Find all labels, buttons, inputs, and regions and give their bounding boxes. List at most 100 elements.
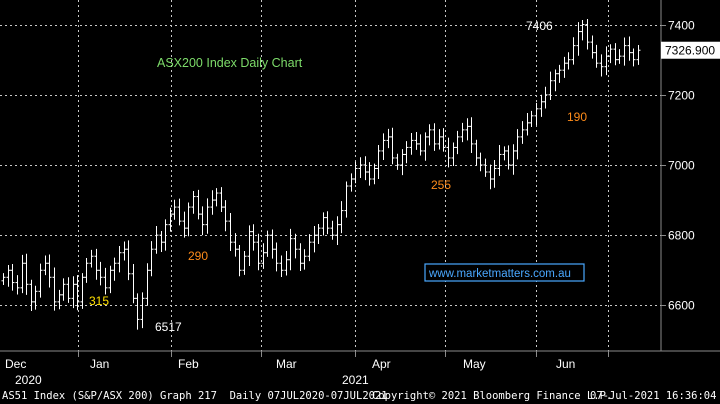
ohlc-bar	[469, 117, 474, 154]
ohlc-bar	[525, 113, 530, 136]
ohlc-bar	[432, 123, 437, 151]
ohlc-bar	[335, 216, 340, 245]
ohlc-bar	[1, 273, 6, 286]
ohlc-bar	[177, 198, 182, 226]
ohlc-bar	[441, 128, 446, 152]
ohlc-bar	[520, 121, 525, 144]
ohlc-bar	[590, 35, 595, 59]
ohlc-bar	[228, 213, 233, 251]
ohlc-bar	[261, 243, 266, 269]
ohlc-bars	[1, 18, 641, 330]
ohlc-bar	[631, 48, 636, 67]
chart-title: ASX200 Index Daily Chart	[157, 56, 303, 70]
ohlc-bar	[293, 233, 298, 259]
status-footer: AS51 Index (S&P/ASX 200) Graph 217 Daily…	[0, 388, 720, 404]
ohlc-bar	[576, 22, 581, 56]
ohlc-bar	[358, 157, 363, 178]
ohlc-bar	[381, 133, 386, 161]
ohlc-bar	[210, 190, 215, 215]
ohlc-bar	[627, 36, 632, 61]
ohlc-bar	[585, 18, 590, 50]
ohlc-bar	[20, 254, 25, 294]
ohlc-bar	[580, 20, 585, 41]
ohlc-bar	[135, 293, 140, 330]
ohlc-bar	[409, 133, 414, 155]
ohlc-bar	[307, 234, 312, 262]
annotation-low-6517: 6517	[155, 320, 182, 334]
x-year-label: 2020	[15, 373, 42, 387]
ohlc-bar	[316, 223, 321, 244]
ohlc-bar	[38, 263, 43, 298]
ohlc-bar	[451, 142, 456, 167]
ohlc-bar	[89, 249, 94, 268]
ohlc-bar	[511, 144, 516, 175]
ohlc-bar	[196, 189, 201, 220]
y-tick-label: 7400	[668, 19, 695, 33]
ohlc-bar	[168, 207, 173, 232]
ohlc-bar	[483, 158, 488, 177]
ohlc-bar	[61, 278, 66, 301]
y-axis: 6600 6800 7000 7200 7400	[661, 19, 695, 313]
ohlc-bar	[571, 37, 576, 65]
ohlc-bar	[103, 267, 108, 295]
ohlc-bar	[200, 206, 205, 236]
ohlc-bar	[163, 219, 168, 251]
ohlc-bar	[427, 124, 432, 146]
ohlc-bar	[145, 263, 150, 306]
ohlc-bar	[478, 152, 483, 172]
ohlc-bar	[372, 163, 377, 185]
ohlc-bar	[288, 228, 293, 271]
watermark-box: www.marketmatters.com.au	[424, 263, 585, 282]
x-month-label: Mar	[276, 357, 297, 371]
watermark-text: www.marketmatters.com.au	[428, 268, 571, 280]
ohlc-bar	[219, 187, 224, 213]
ohlc-bar	[154, 226, 159, 254]
ohlc-bar	[566, 52, 571, 70]
ohlc-bar	[6, 265, 11, 287]
ohlc-bar	[256, 233, 261, 271]
ohlc-bar	[98, 261, 103, 286]
ohlc-bar	[400, 149, 405, 176]
ohlc-bar	[66, 277, 71, 303]
ohlc-bar	[112, 257, 117, 281]
ohlc-bar	[604, 46, 609, 76]
ohlc-bar	[94, 248, 99, 280]
ohlc-bar	[557, 64, 562, 83]
ohlc-bar	[182, 211, 187, 238]
ohlc-bar	[539, 94, 544, 117]
ohlc-bar	[497, 144, 502, 176]
ohlc-bar	[529, 110, 534, 128]
ohlc-bar	[418, 134, 423, 156]
ohlc-bar	[455, 130, 460, 155]
ohlc-bar	[465, 118, 470, 141]
ohlc-bar	[108, 265, 113, 294]
ohlc-bar	[404, 141, 409, 164]
ohlc-bar	[321, 212, 326, 236]
last-price-tag: 7326.900	[661, 41, 720, 59]
ohlc-bar	[312, 226, 317, 253]
ohlc-bar	[15, 275, 20, 295]
ohlc-bar	[10, 263, 15, 291]
ohlc-bar	[437, 129, 442, 150]
ohlc-bar	[149, 241, 154, 277]
ohlc-bar	[460, 122, 465, 143]
ohlc-bar	[57, 289, 62, 310]
annotation-255: 255	[431, 178, 451, 192]
ohlc-bar	[186, 202, 191, 237]
ohlc-bar	[237, 244, 242, 277]
footer-security-info: AS51 Index (S&P/ASX 200) Graph 217 Daily…	[2, 390, 388, 402]
ohlc-bar	[506, 145, 511, 170]
ohlc-bar	[534, 102, 539, 126]
ohlc-bar	[325, 211, 330, 235]
ohlc-bar	[553, 69, 558, 92]
ohlc-bar	[122, 241, 127, 261]
ohlc-bar	[353, 161, 358, 184]
ohlc-bar	[265, 230, 270, 257]
ohlc-bar	[608, 44, 613, 64]
x-month-label: Dec	[5, 357, 26, 371]
price-chart: 6600 6800 7000 7200 7400 Dec Jan Feb Mar Apr May J…	[0, 0, 720, 388]
ohlc-bar	[131, 263, 136, 304]
ohlc-bar	[386, 128, 391, 149]
x-month-label: Jan	[90, 357, 109, 371]
y-tick-label: 6600	[668, 299, 695, 313]
